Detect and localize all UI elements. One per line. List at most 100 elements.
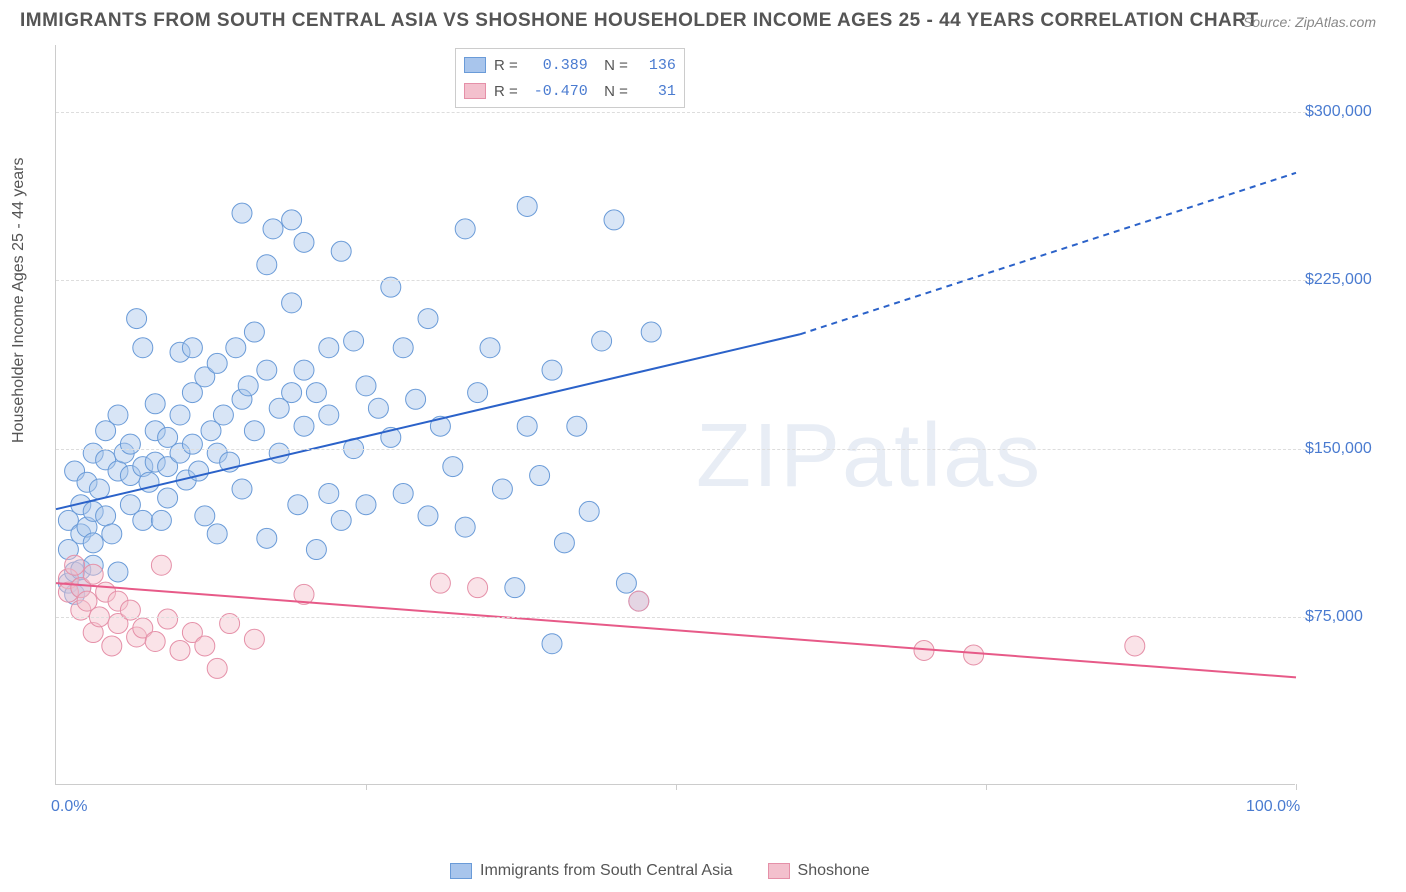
- data-point: [319, 483, 339, 503]
- x-tick-mark: [676, 784, 677, 790]
- data-point: [207, 658, 227, 678]
- stat-r-label: R =: [494, 83, 518, 100]
- data-point: [393, 338, 413, 358]
- data-point: [641, 322, 661, 342]
- data-point: [1125, 636, 1145, 656]
- gridline: [56, 449, 1316, 450]
- y-tick-label: $225,000: [1305, 271, 1395, 289]
- data-point: [108, 562, 128, 582]
- data-point: [616, 573, 636, 593]
- scatter-svg: [56, 45, 1295, 784]
- data-point: [480, 338, 500, 358]
- data-point: [158, 488, 178, 508]
- data-point: [170, 640, 190, 660]
- data-point: [127, 309, 147, 329]
- data-point: [468, 383, 488, 403]
- stat-n-label: N =: [596, 83, 628, 100]
- data-point: [263, 219, 283, 239]
- data-point: [170, 405, 190, 425]
- data-point: [331, 241, 351, 261]
- data-point: [244, 421, 264, 441]
- data-point: [579, 501, 599, 521]
- y-tick-label: $150,000: [1305, 440, 1395, 458]
- data-point: [530, 466, 550, 486]
- data-point: [964, 645, 984, 665]
- data-point: [294, 232, 314, 252]
- stat-n-value: 136: [636, 57, 676, 74]
- x-tick-mark: [366, 784, 367, 790]
- data-point: [195, 636, 215, 656]
- data-point: [542, 634, 562, 654]
- data-point: [257, 360, 277, 380]
- data-point: [592, 331, 612, 351]
- data-point: [226, 338, 246, 358]
- series-legend: Immigrants from South Central Asia Shosho…: [450, 862, 870, 880]
- data-point: [89, 479, 109, 499]
- y-tick-label: $75,000: [1305, 608, 1395, 626]
- trend-line-extrapolated: [800, 173, 1296, 334]
- data-point: [517, 416, 537, 436]
- legend-swatch: [464, 83, 486, 99]
- data-point: [182, 338, 202, 358]
- correlation-legend: R = 0.389 N = 136R = -0.470 N = 31: [455, 48, 685, 108]
- data-point: [244, 629, 264, 649]
- data-point: [213, 405, 233, 425]
- data-point: [133, 510, 153, 530]
- data-point: [356, 376, 376, 396]
- data-point: [145, 394, 165, 414]
- data-point: [455, 517, 475, 537]
- data-point: [430, 573, 450, 593]
- data-point: [102, 524, 122, 544]
- gridline: [56, 280, 1316, 281]
- data-point: [393, 483, 413, 503]
- data-point: [288, 495, 308, 515]
- trend-line: [56, 334, 800, 509]
- legend-stat-row: R = 0.389 N = 136: [464, 52, 676, 78]
- y-axis-label: Householder Income Ages 25 - 44 years: [10, 50, 28, 550]
- data-point: [282, 383, 302, 403]
- data-point: [207, 353, 227, 373]
- data-point: [83, 533, 103, 553]
- data-point: [542, 360, 562, 380]
- data-point: [244, 322, 264, 342]
- data-point: [145, 631, 165, 651]
- data-point: [331, 510, 351, 530]
- data-point: [306, 383, 326, 403]
- x-tick-label: 0.0%: [51, 798, 87, 816]
- data-point: [567, 416, 587, 436]
- gridline: [56, 617, 1316, 618]
- legend-series-label: Shoshone: [798, 862, 870, 880]
- data-point: [257, 255, 277, 275]
- legend-series-item: Shoshone: [768, 862, 870, 880]
- data-point: [492, 479, 512, 499]
- legend-stat-row: R = -0.470 N = 31: [464, 78, 676, 104]
- data-point: [96, 506, 116, 526]
- data-point: [182, 434, 202, 454]
- data-point: [195, 506, 215, 526]
- data-point: [83, 564, 103, 584]
- data-point: [282, 210, 302, 230]
- data-point: [269, 443, 289, 463]
- data-point: [102, 636, 122, 656]
- data-point: [151, 555, 171, 575]
- legend-swatch: [768, 863, 790, 879]
- data-point: [108, 405, 128, 425]
- data-point: [344, 331, 364, 351]
- data-point: [257, 528, 277, 548]
- data-point: [418, 309, 438, 329]
- data-point: [294, 416, 314, 436]
- data-point: [158, 609, 178, 629]
- x-tick-mark: [986, 784, 987, 790]
- data-point: [604, 210, 624, 230]
- data-point: [443, 457, 463, 477]
- x-tick-label: 100.0%: [1246, 798, 1300, 816]
- trend-line: [56, 583, 1296, 677]
- stat-n-value: 31: [636, 83, 676, 100]
- data-point: [468, 578, 488, 598]
- stat-r-value: -0.470: [526, 83, 588, 100]
- legend-series-label: Immigrants from South Central Asia: [480, 862, 733, 880]
- stat-r-label: R =: [494, 57, 518, 74]
- y-tick-label: $300,000: [1305, 103, 1395, 121]
- chart-title: IMMIGRANTS FROM SOUTH CENTRAL ASIA VS SH…: [20, 10, 1259, 32]
- data-point: [65, 555, 85, 575]
